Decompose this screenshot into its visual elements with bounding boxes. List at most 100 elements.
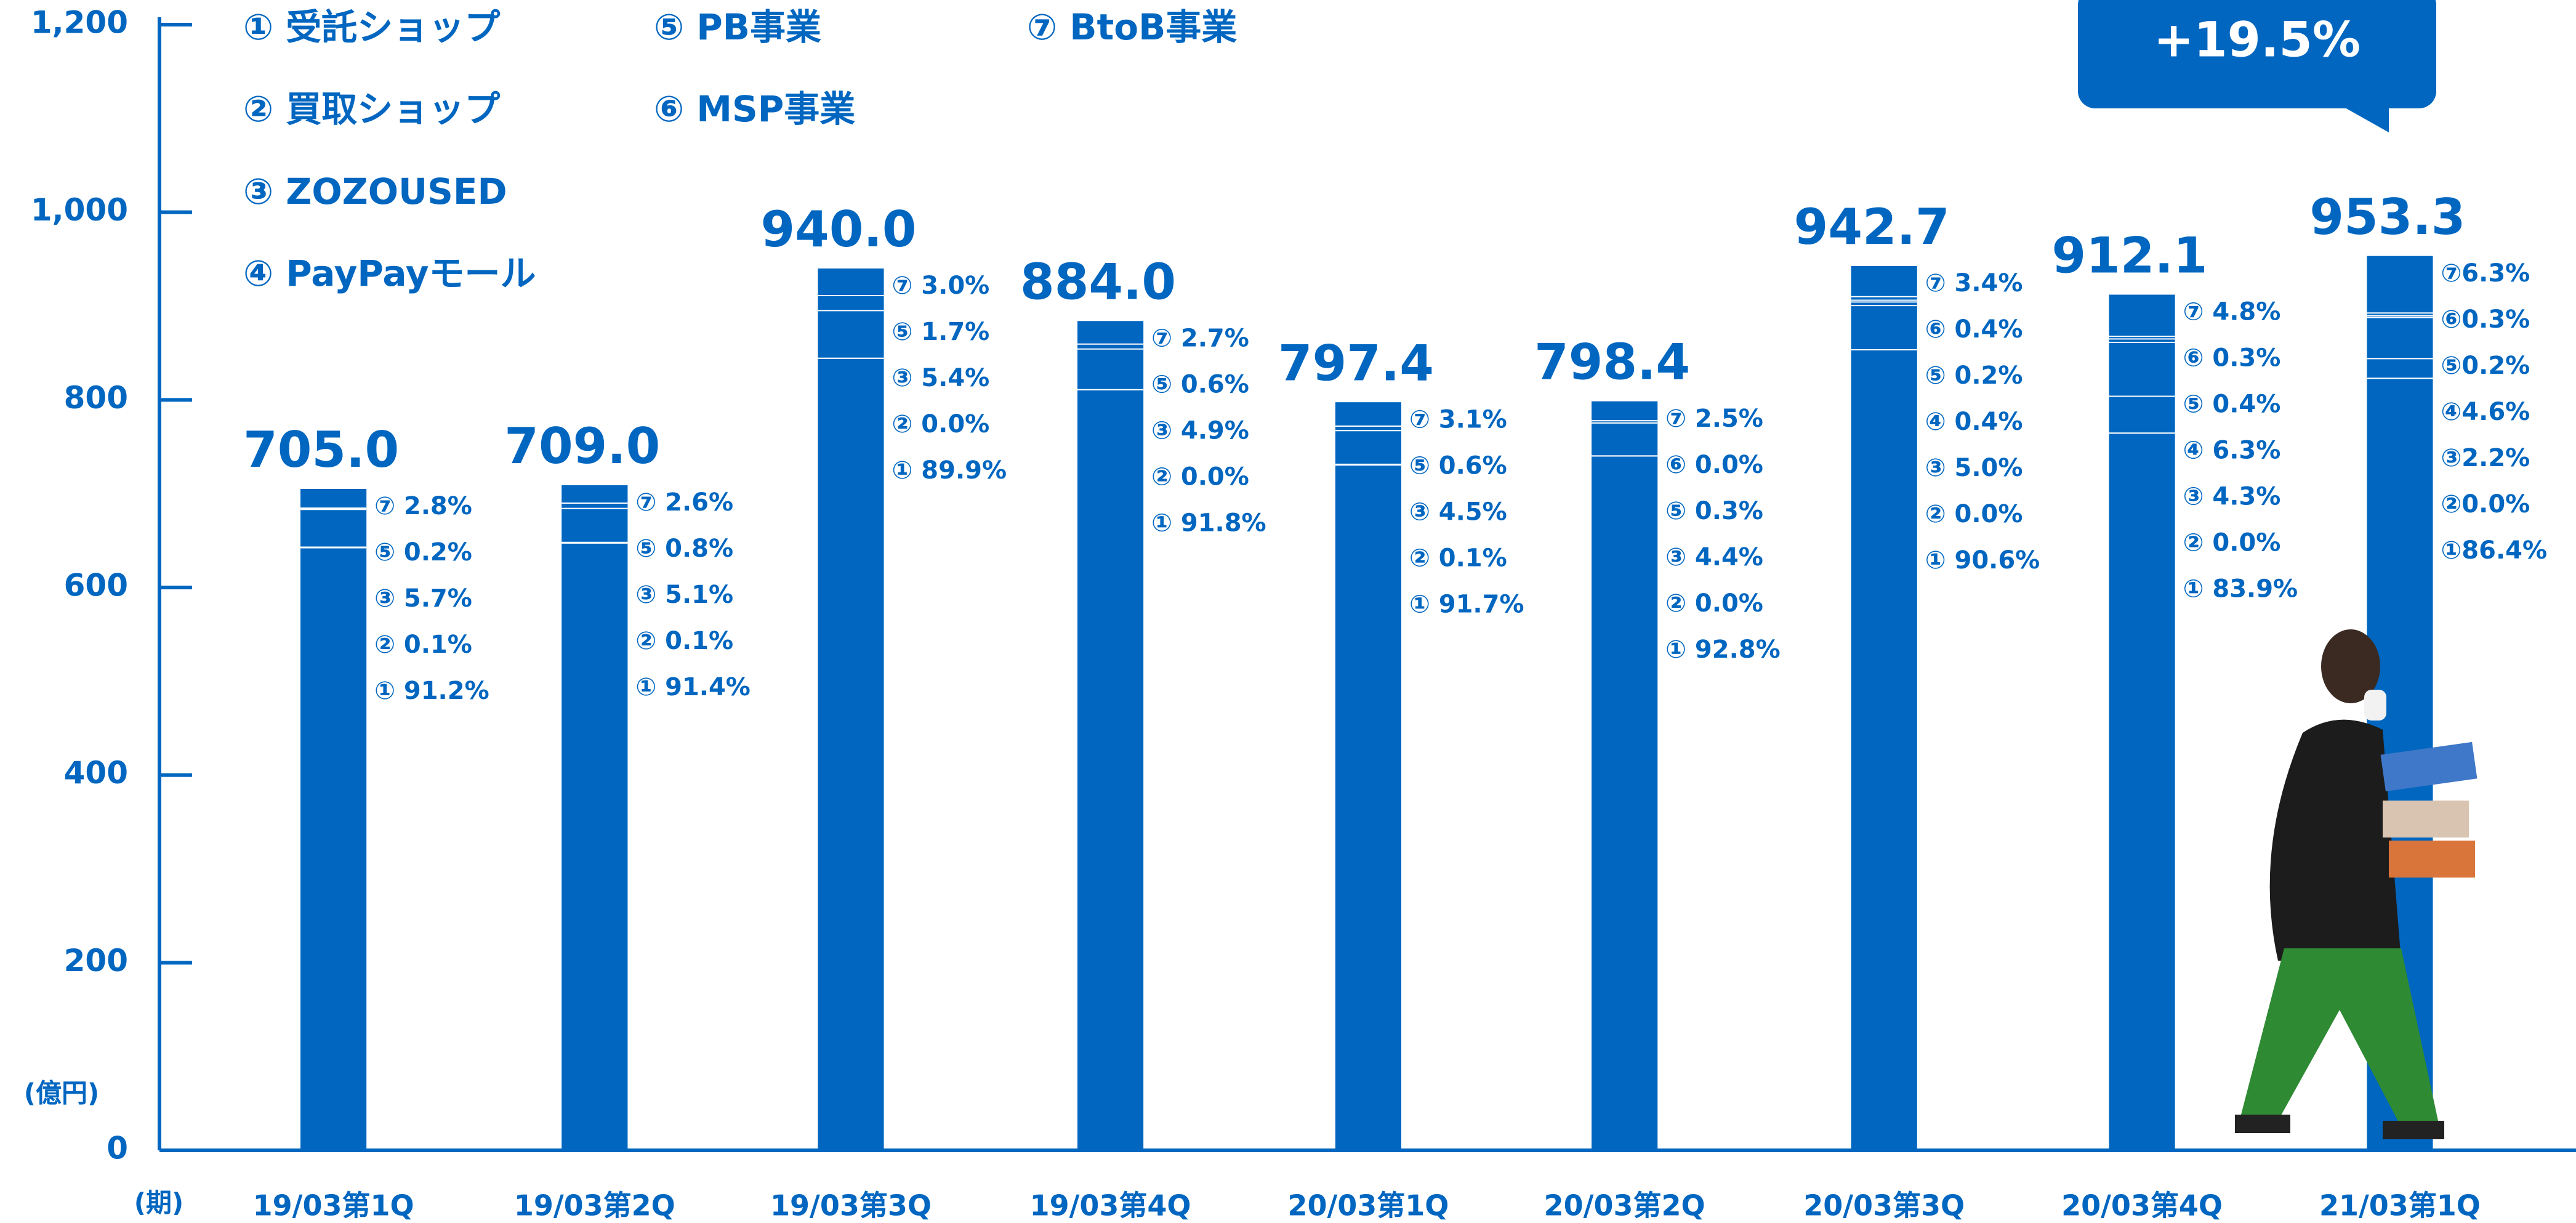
breakdown-label: ⑤ 0.6% (1409, 451, 1507, 480)
callout-text: +19.5% (2154, 12, 2361, 68)
breakdown-label: ⑥0.3% (2441, 305, 2530, 334)
legend-item: ⑦ BtoB事業 (1027, 6, 1237, 48)
breakdown-label: ① 91.2% (374, 677, 489, 705)
x-tick-label: 20/03第1Q (1287, 1189, 1449, 1222)
callout: +19.5% (2078, 0, 2436, 132)
bar-segment (2109, 432, 2175, 1150)
y-tick-label: 0 (107, 1131, 128, 1166)
breakdown-label: ③ 4.4% (1665, 543, 1763, 571)
bar-segment (1851, 305, 1917, 349)
breakdown-label: ⑤ 0.2% (1925, 361, 2023, 390)
breakdown-label: ② 0.0% (892, 410, 990, 438)
breakdown-label: ② 0.1% (1409, 544, 1507, 572)
x-tick-label: 21/03第1Q (2319, 1189, 2481, 1222)
breakdown-label: ④ 6.3% (2183, 437, 2281, 465)
breakdown-label: ⑦ 2.6% (635, 488, 733, 517)
breakdown-label: ⑤ 0.3% (1665, 497, 1763, 525)
breakdown-label: ⑤ 0.2% (374, 538, 472, 567)
breakdown-label: ③ 4.5% (1409, 498, 1507, 526)
breakdown-label: ⑤0.2% (2441, 352, 2530, 380)
breakdown-label: ③ 5.1% (635, 581, 733, 609)
bar-segment (300, 547, 367, 1150)
bar-segment (1851, 301, 1917, 305)
bar-segment (1851, 265, 1917, 296)
breakdown-label: ② 0.0% (1665, 589, 1763, 618)
x-tick-label: 19/03第3Q (770, 1189, 932, 1222)
x-tick-label: 20/03第4Q (2061, 1189, 2223, 1222)
value-label: 953.3 (2309, 188, 2465, 246)
legend-item: ② 買取ショップ (243, 88, 500, 130)
breakdown-label: ① 92.8% (1665, 636, 1781, 664)
breakdown-label: ① 90.6% (1925, 546, 2040, 575)
breakdown-label: ① 91.4% (635, 673, 751, 701)
bar-segment (1592, 455, 1658, 1151)
breakdown-label: ④4.6% (2441, 398, 2530, 426)
y-tick-label: 1,200 (31, 5, 128, 41)
breakdown-label: ⑦ 2.5% (1665, 405, 1763, 433)
breakdown-label: ① 83.9% (2183, 575, 2298, 603)
breakdown-label: ⑥ 0.0% (1665, 451, 1763, 479)
illustration (2235, 629, 2477, 1139)
bar-segment (561, 503, 628, 508)
bar-segment (300, 509, 367, 547)
bar-segment (1077, 389, 1144, 1151)
y-tick-label: 400 (64, 755, 128, 791)
bar-segment (1335, 430, 1401, 464)
value-label: 940.0 (761, 201, 917, 258)
value-label: 709.0 (504, 418, 660, 475)
bar-segment (818, 295, 884, 310)
bar-segment (2109, 341, 2175, 396)
breakdown-label: ③ 4.9% (1151, 416, 1249, 445)
breakdown-label: ⑦6.3% (2441, 259, 2530, 288)
breakdown-label: ③ 5.7% (374, 584, 472, 613)
bar-segment (561, 485, 628, 503)
breakdown-label: ⑦ 3.1% (1409, 405, 1507, 434)
bar-segment (818, 310, 884, 358)
bar-segment (1592, 401, 1658, 421)
breakdown-label: ⑤ 0.8% (635, 535, 733, 563)
legend-item: ⑤ PB事業 (654, 6, 821, 48)
breakdown-label: ⑦ 3.4% (1925, 269, 2023, 297)
bar-segment (1077, 343, 1144, 349)
breakdown-label: ⑤ 0.6% (1151, 370, 1249, 398)
bar-segment (561, 507, 628, 542)
legend-item: ① 受託ショップ (243, 6, 500, 48)
legend-item: ④ PayPayモール (243, 252, 536, 294)
legend-item: ⑥ MSP事業 (654, 88, 855, 130)
bar-segment (2367, 256, 2433, 313)
x-axis-label: (期) (134, 1188, 183, 1218)
x-tick-label: 19/03第4Q (1030, 1189, 1191, 1222)
bar-segment (2109, 338, 2175, 342)
breakdown-label: ③2.2% (2441, 444, 2530, 472)
bar-segment (2109, 395, 2175, 433)
y-tick-label: 1,000 (31, 192, 128, 228)
breakdown-label: ⑥ 0.4% (1925, 315, 2023, 344)
breakdown-label: ② 0.0% (2183, 529, 2281, 557)
bar-segment (1335, 464, 1401, 1150)
breakdown-label: ⑤ 1.7% (892, 318, 990, 346)
legend-item: ③ ZOZOUSED (243, 171, 507, 212)
y-tick-label: 200 (64, 943, 128, 979)
bar-segment (1335, 425, 1401, 430)
breakdown-label: ② 0.1% (635, 627, 733, 655)
unit-label: (億円) (24, 1078, 99, 1108)
breakdown-label: ④ 0.4% (1925, 408, 2023, 436)
breakdown-label: ③ 5.0% (1925, 454, 2023, 482)
bar-segment (818, 357, 884, 1151)
bar-segment (2367, 317, 2433, 358)
value-label: 705.0 (243, 421, 399, 478)
bar-segment (2367, 358, 2433, 378)
breakdown-label: ② 0.0% (1925, 500, 2023, 528)
value-label: 797.4 (1278, 334, 1434, 392)
breakdown-label: ① 91.7% (1409, 590, 1524, 618)
breakdown-label: ① 91.8% (1151, 509, 1266, 537)
breakdown-label: ⑤ 0.4% (2183, 390, 2281, 419)
x-tick-label: 19/03第2Q (514, 1189, 675, 1222)
bar-segment (2109, 294, 2175, 336)
x-tick-label: 20/03第3Q (1803, 1189, 1965, 1222)
breakdown-label: ② 0.0% (1151, 462, 1249, 491)
bar-segment (1335, 402, 1401, 426)
bar-segment (1592, 422, 1658, 456)
breakdown-label: ③ 5.4% (892, 364, 990, 392)
bar-segment (1077, 321, 1144, 344)
